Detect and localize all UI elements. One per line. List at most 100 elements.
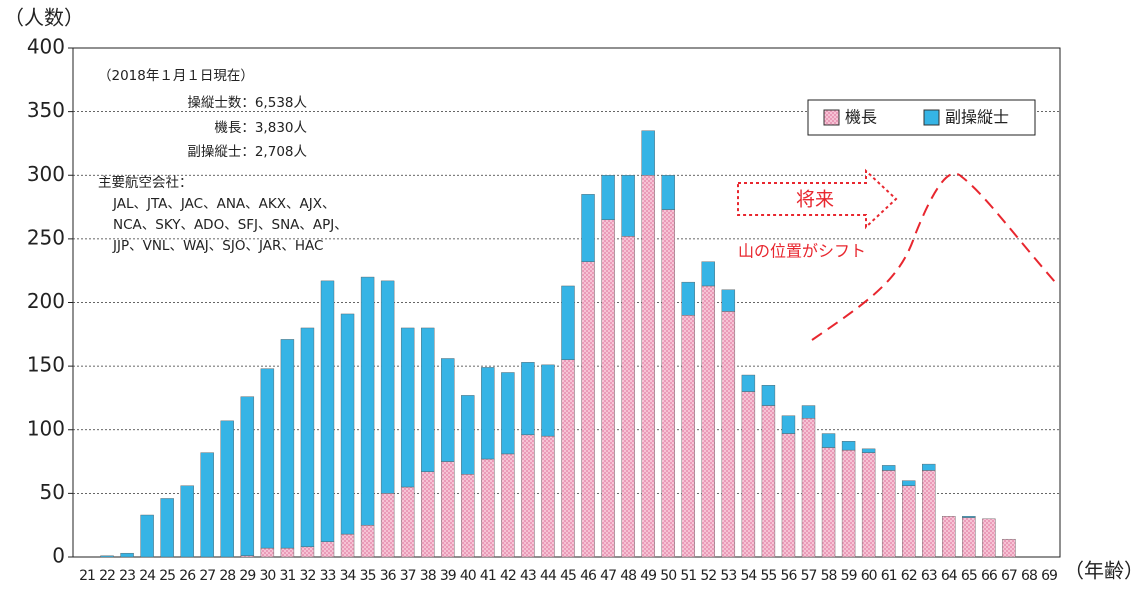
bar-segment — [661, 175, 675, 210]
x-tick-label: 47 — [600, 568, 616, 584]
x-tick-label: 59 — [841, 568, 857, 584]
x-tick-label: 37 — [400, 568, 416, 584]
bar-segment — [240, 396, 255, 556]
bar-segment — [280, 547, 295, 558]
y-tick-label: 50 — [40, 480, 65, 504]
bar-segment — [881, 470, 896, 558]
x-tick-label: 39 — [440, 568, 456, 584]
bar-segment — [200, 452, 214, 558]
bar-segment — [922, 463, 936, 471]
bar-segment — [621, 175, 635, 237]
bar-segment — [541, 435, 555, 558]
x-tick-label: 43 — [520, 568, 536, 584]
y-tick-label: 0 — [52, 544, 65, 568]
bar-segment — [581, 261, 595, 558]
legend-label: 副操縦士 — [945, 108, 1009, 127]
bar-segment — [701, 285, 715, 558]
y-tick-label: 200 — [27, 289, 65, 313]
bar-segment — [962, 517, 976, 558]
bar-segment — [781, 415, 796, 434]
bar-segment — [942, 516, 956, 558]
x-tick-label: 35 — [360, 568, 376, 584]
x-tick-label: 49 — [640, 568, 656, 584]
x-tick-label: 28 — [219, 568, 235, 584]
x-tick-label: 51 — [680, 568, 696, 584]
y-tick-label: 150 — [27, 353, 65, 377]
x-axis-label: （年齢） — [1064, 559, 1138, 583]
x-tick-label: 29 — [239, 568, 255, 584]
total-note: 操縦士数：6,538人 — [187, 95, 307, 111]
bar-segment — [681, 315, 695, 558]
x-tick-label: 52 — [700, 568, 716, 584]
bar-segment — [962, 516, 976, 518]
bar-segment — [561, 359, 575, 558]
x-tick-label: 69 — [1041, 568, 1057, 584]
bar-segment — [661, 209, 675, 558]
bar-segment — [441, 358, 455, 462]
bar-segment — [180, 485, 194, 558]
bar-segment — [340, 533, 355, 558]
bar-segment — [641, 130, 655, 176]
x-tick-label: 46 — [580, 568, 597, 584]
x-tick-label: 36 — [380, 568, 397, 584]
bar-segment — [721, 311, 736, 558]
x-tick-label: 23 — [119, 568, 135, 584]
shift-label: 山の位置がシフト — [738, 242, 866, 261]
x-tick-label: 55 — [761, 568, 777, 584]
x-tick-label: 26 — [179, 568, 196, 584]
companies-line: JAL、JTA、JAC、ANA、AKX、AJX、 — [112, 196, 335, 212]
legend-swatch — [923, 109, 940, 126]
x-tick-label: 31 — [280, 568, 296, 584]
x-tick-label: 24 — [139, 568, 156, 584]
bar-segment — [400, 486, 415, 558]
bar-segment — [100, 555, 114, 558]
bar-segment — [340, 313, 355, 535]
future-label: 将来 — [796, 189, 834, 211]
x-tick-label: 25 — [159, 568, 175, 584]
bar-segment — [521, 362, 535, 436]
bar-segment — [781, 433, 796, 558]
bar-segment — [260, 368, 275, 549]
arrow — [737, 168, 898, 230]
bar-segment — [601, 175, 615, 220]
x-tick-label: 64 — [941, 568, 958, 584]
bar-segment — [140, 514, 154, 558]
y-tick-label: 350 — [27, 98, 65, 122]
x-tick-label: 50 — [660, 568, 676, 584]
bar-segment — [821, 433, 836, 448]
companies-line: NCA、SKY、ADO、SFJ、SNA、APJ、 — [113, 217, 348, 233]
bar-segment — [320, 541, 335, 558]
bar-segment — [541, 364, 555, 437]
bar-segment — [300, 546, 315, 558]
x-tick-label: 44 — [540, 568, 557, 584]
y-tick-label: 100 — [27, 416, 65, 440]
bar-segment — [481, 458, 495, 558]
bar-segment — [701, 261, 715, 287]
x-tick-label: 48 — [620, 568, 636, 584]
x-tick-label: 65 — [961, 568, 977, 584]
bar-segment — [421, 471, 435, 558]
bar-segment — [521, 434, 535, 558]
bar-segment — [881, 465, 896, 471]
x-tick-label: 56 — [781, 568, 798, 584]
bar-segment — [280, 339, 295, 549]
bar-segment — [841, 441, 856, 451]
info: （2018年１月１日現在） 操縦士数：6,538人 機長：3,830人 副操縦士… — [98, 68, 348, 254]
bar-segment — [461, 395, 475, 475]
bar-segment — [821, 447, 836, 558]
bar-segment — [501, 453, 515, 558]
x-tick-label: 34 — [340, 568, 357, 584]
x-tick-label: 62 — [901, 568, 917, 584]
bar-segment — [902, 480, 916, 486]
x-tick-label: 58 — [821, 568, 837, 584]
bar-segment — [1002, 538, 1016, 558]
x-tick-label: 67 — [1001, 568, 1017, 584]
bar-segment — [741, 391, 756, 558]
bar-segment — [761, 405, 776, 558]
x-tick-label: 54 — [740, 568, 757, 584]
x-tick-label: 66 — [981, 568, 998, 584]
bar-segment — [861, 448, 876, 453]
bar-segment — [461, 474, 475, 558]
legend-label: 機長 — [845, 108, 877, 127]
y-tick-label: 400 — [27, 35, 65, 59]
